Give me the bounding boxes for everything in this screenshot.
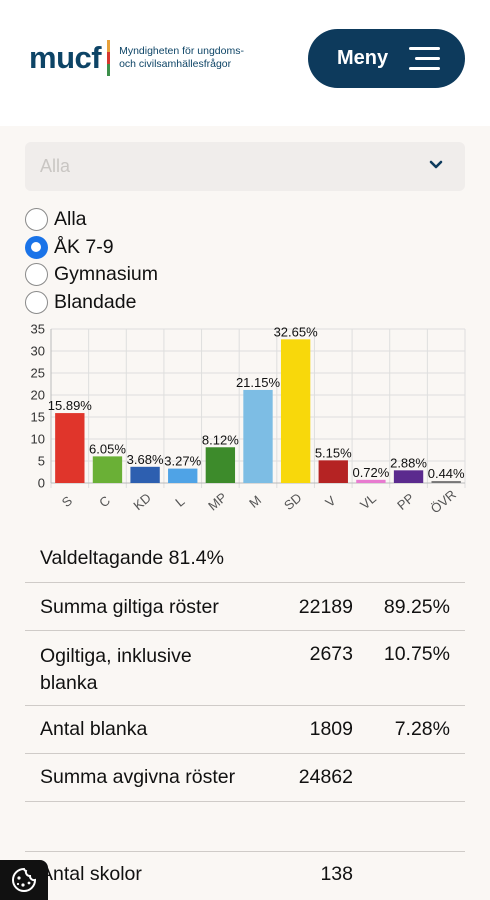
x-tick-label: L xyxy=(172,493,187,509)
radio-option-blandade[interactable]: Blandade xyxy=(25,289,158,317)
bar xyxy=(356,479,386,483)
x-tick-label: PP xyxy=(394,490,417,513)
bar xyxy=(55,413,85,483)
row-percent: 10.75% xyxy=(383,643,450,665)
cookie-settings-button[interactable] xyxy=(0,860,48,900)
bar-data-label: 32.65% xyxy=(274,324,319,339)
bar xyxy=(243,389,273,483)
x-tick-label: V xyxy=(322,493,339,510)
bar xyxy=(393,470,424,483)
radio-label: Blandade xyxy=(54,290,137,313)
x-tick-label: MP xyxy=(205,490,230,514)
bar-data-label: 21.15% xyxy=(236,375,281,390)
logo-subtitle-line1: Myndigheten för ungdoms- xyxy=(119,45,244,57)
table-row: Summa avgivna röster 24862 xyxy=(25,754,465,802)
row-count: 22189 xyxy=(298,596,353,618)
party-results-chart: 0 5 10 15 20 25 30 35 15.89% S 6.05% C 3.68% KD 3.27% L… xyxy=(31,322,466,517)
bar xyxy=(168,468,198,483)
y-tick-label: 0 xyxy=(38,476,45,491)
turnout-row: Valdeltagande 81.4% xyxy=(25,535,465,583)
divider xyxy=(25,851,465,852)
radio-button[interactable] xyxy=(25,235,48,259)
row-label: Antal blanka xyxy=(40,718,148,740)
stats-table: Valdeltagande 81.4% Summa giltiga röster… xyxy=(25,535,465,802)
x-tick-label: C xyxy=(96,493,113,511)
table-row: Ogiltiga, inklusive blanka 2673 10.75% xyxy=(25,631,465,706)
logo-subtitle: Myndigheten för ungdoms- och civilsamhäl… xyxy=(119,45,259,71)
x-tick-label: ÖVR xyxy=(428,487,459,517)
radio-label: ÅK 7-9 xyxy=(54,235,114,258)
bar xyxy=(318,460,348,483)
x-tick-label: S xyxy=(59,493,76,510)
y-tick-label: 20 xyxy=(31,388,45,403)
bar-data-label: 8.12% xyxy=(202,432,239,447)
hamburger-icon xyxy=(409,47,440,70)
radio-option-gymnasium[interactable]: Gymnasium xyxy=(25,261,158,289)
row-count: 1809 xyxy=(309,718,353,740)
schools-label: Antal skolor xyxy=(40,863,142,885)
radio-option-alla[interactable]: Alla xyxy=(25,206,158,234)
y-tick-label: 35 xyxy=(31,322,45,337)
radio-label: Gymnasium xyxy=(54,263,159,286)
menu-button-label: Meny xyxy=(337,47,389,69)
turnout-text: Valdeltagande 81.4% xyxy=(40,547,224,569)
y-tick-label: 25 xyxy=(31,366,45,381)
bar xyxy=(130,466,160,483)
row-percent: 89.25% xyxy=(383,596,450,618)
filter-select-value: Alla xyxy=(40,156,71,176)
logo-subtitle-line2: och civilsamhällesfrågor xyxy=(119,58,232,70)
y-tick-label: 10 xyxy=(31,432,45,447)
site-header: mucf Myndigheten för ungdoms- och civils… xyxy=(0,0,490,126)
bar-data-label: 3.68% xyxy=(127,452,164,467)
row-count: 2673 xyxy=(309,643,353,665)
y-tick-label: 5 xyxy=(38,454,45,469)
row-label: Summa avgivna röster xyxy=(40,766,236,788)
x-tick-label: M xyxy=(246,492,264,510)
bar xyxy=(92,456,123,483)
y-tick-label: 15 xyxy=(31,410,45,425)
chevron-down-icon xyxy=(429,160,443,169)
x-tick-label: SD xyxy=(281,490,304,513)
radio-button[interactable] xyxy=(25,290,48,314)
bar-data-label: 6.05% xyxy=(89,441,126,456)
cookie-icon xyxy=(12,867,37,892)
bar-data-label: 3.27% xyxy=(164,454,201,469)
radio-button[interactable] xyxy=(25,263,48,287)
table-row: Antal blanka 1809 7.28% xyxy=(25,706,465,754)
bar-data-label: 2.88% xyxy=(390,455,427,470)
menu-button[interactable]: Meny xyxy=(308,29,465,88)
x-tick-label: VL xyxy=(357,491,379,513)
logo-wordmark: mucf xyxy=(29,40,102,75)
radio-button[interactable] xyxy=(25,208,48,232)
schools-count: 138 xyxy=(320,863,353,885)
table-row: Summa giltiga röster 22189 89.25% xyxy=(25,583,465,631)
bar-data-label: 5.15% xyxy=(315,445,352,460)
bar xyxy=(205,447,236,483)
bar-data-label: 0.44% xyxy=(428,466,465,481)
school-level-radio-group: Alla ÅK 7-9 Gymnasium Blandade xyxy=(25,206,158,316)
logo-color-bar xyxy=(107,40,111,76)
radio-label: Alla xyxy=(54,208,87,231)
bar xyxy=(431,481,461,483)
row-count: 24862 xyxy=(298,766,353,788)
filter-select[interactable]: Alla xyxy=(25,142,465,191)
bar-data-label: 15.89% xyxy=(48,398,93,413)
x-tick-label: KD xyxy=(130,490,153,513)
row-label: Ogiltiga, inklusive blanka xyxy=(40,645,192,694)
row-label: Summa giltiga röster xyxy=(40,596,219,618)
bar xyxy=(280,339,311,483)
radio-option-ak79[interactable]: ÅK 7-9 xyxy=(25,234,158,262)
bar-data-label: 0.72% xyxy=(352,465,389,480)
mucf-logo[interactable]: mucf Myndigheten för ungdoms- och civils… xyxy=(29,38,259,78)
row-percent: 7.28% xyxy=(394,718,450,740)
y-tick-label: 30 xyxy=(31,344,45,359)
